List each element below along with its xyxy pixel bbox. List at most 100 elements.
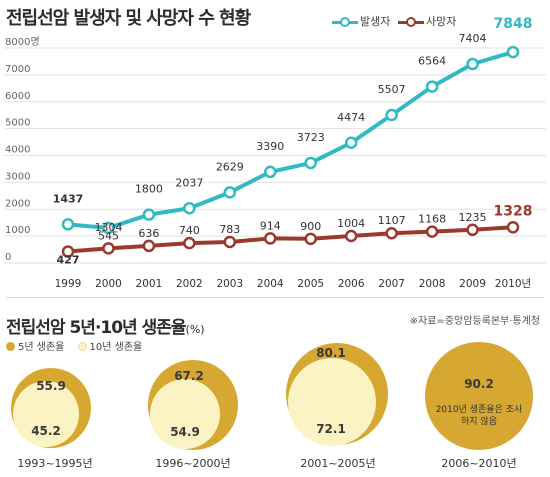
data-point [223, 235, 237, 249]
value-5yr: 67.2 [174, 369, 204, 383]
value-10yr: 54.9 [170, 425, 200, 439]
data-point [466, 223, 479, 237]
value-5yr: 90.2 [464, 377, 494, 391]
legend-dot-10yr [77, 342, 87, 351]
x-tick-label: 1999 [55, 278, 82, 290]
y-tick-label: 5000 [5, 118, 30, 129]
data-point [264, 232, 277, 245]
data-point [506, 45, 520, 59]
data-label: 427 [57, 254, 80, 267]
x-tick-label: 2001 [136, 278, 163, 290]
data-label: 740 [179, 224, 200, 237]
data-point [506, 221, 520, 234]
legend-label-incidence: 발생자 [360, 15, 391, 28]
survival-bubble-10yr [13, 381, 79, 447]
data-label: 1004 [337, 217, 365, 230]
data-label: 7848 [494, 16, 533, 32]
x-tick-label: 2004 [257, 278, 284, 290]
legend-swatch-death [398, 17, 424, 27]
legend-label-10yr: 10년 생존율 [89, 342, 143, 353]
data-point [183, 236, 196, 250]
y-tick-label: 0 [5, 252, 11, 263]
data-label: 1304 [94, 221, 122, 234]
data-point [102, 221, 115, 235]
legend-item-incidence: 발생자 [332, 13, 390, 29]
data-point [183, 202, 196, 215]
y-tick-label: 1000 [5, 225, 30, 236]
y-tick-label: 6000 [5, 91, 30, 102]
survival-note: 2010년 생존율은 조사하지 않음 [435, 405, 523, 427]
data-point [304, 232, 317, 246]
x-tick-label: 2010년 [495, 278, 531, 290]
data-point [61, 218, 75, 231]
data-point [425, 80, 439, 93]
data-label: 636 [138, 227, 159, 240]
data-label: 783 [219, 223, 240, 236]
data-label: 1328 [494, 203, 533, 219]
series-line-incidence [67, 50, 514, 230]
value-10yr: 45.2 [31, 424, 61, 438]
data-point [264, 165, 277, 179]
line-chart: 0 1000 2000 3000 4000 5000 6000 7000 8000명 1999 20… [4, 16, 546, 290]
legend-item-5yr: 5년 생존율 [6, 342, 64, 353]
y-tick-label: 8000명 [5, 36, 40, 48]
x-tick-label: 2006 [338, 278, 365, 290]
legend-item-death: 사망자 [398, 13, 456, 29]
data-label: 3390 [256, 140, 284, 153]
source-note: ※자료=중앙암등록본부·통계청 [409, 316, 540, 327]
data-point [304, 156, 317, 170]
data-label: 7404 [459, 32, 487, 45]
data-label: 3723 [297, 131, 325, 144]
y-tick-label: 7000 [5, 64, 30, 75]
data-point [385, 226, 398, 240]
data-label: 5507 [378, 83, 406, 96]
data-point [142, 208, 156, 221]
data-point [61, 245, 75, 258]
y-tick-label: 4000 [5, 145, 30, 156]
data-point [102, 242, 115, 255]
data-point [142, 239, 156, 253]
data-point [385, 108, 398, 122]
data-label: 1800 [135, 183, 163, 196]
x-tick-label: 2000 [95, 278, 122, 290]
data-label: 1107 [378, 214, 406, 227]
data-point [466, 57, 479, 71]
x-tick-label: 2009 [459, 278, 486, 290]
data-point [223, 186, 237, 199]
legend-swatch-incidence [332, 17, 358, 27]
x-tick-label: 2003 [216, 278, 243, 290]
section-divider [6, 297, 544, 298]
legend-dot-5yr [6, 342, 15, 351]
value-5yr: 80.1 [316, 346, 346, 360]
data-label: 2629 [216, 160, 244, 173]
survival-unit: (%) [185, 323, 205, 336]
period-label: 2006~2010년 [441, 457, 517, 470]
data-label: 914 [260, 219, 281, 232]
x-tick-label: 2002 [176, 278, 203, 290]
value-5yr: 55.9 [36, 379, 66, 393]
x-tick-label: 2007 [378, 278, 405, 290]
survival-bubble-5yr [425, 342, 533, 450]
data-label: 1168 [418, 213, 446, 226]
y-tick-label: 2000 [5, 198, 30, 209]
data-label: 900 [300, 220, 321, 233]
period-label: 1993~1995년 [17, 457, 93, 470]
legend-label-death: 사망자 [426, 15, 457, 28]
data-label: 6564 [418, 55, 446, 68]
data-point [425, 225, 439, 238]
data-label: 1437 [53, 192, 84, 205]
incidence-chart-title: 전립선암 발생자 및 사망자 수 현황 [6, 8, 251, 29]
x-tick-label: 2008 [419, 278, 446, 290]
data-point [344, 136, 358, 150]
period-label: 1996~2000년 [155, 457, 231, 470]
data-label: 545 [98, 229, 119, 242]
legend-label-5yr: 5년 생존율 [18, 342, 65, 353]
y-tick-label: 3000 [5, 171, 30, 182]
data-label: 2037 [175, 176, 203, 189]
series-line-death [67, 225, 514, 254]
survival-chart-title: 전립선암 5년·10년 생존율(%) [6, 313, 205, 338]
survival-bubble-10yr [150, 379, 220, 449]
survival-title-text: 전립선암 5년·10년 생존율 [6, 318, 187, 338]
data-label: 1235 [459, 211, 487, 224]
